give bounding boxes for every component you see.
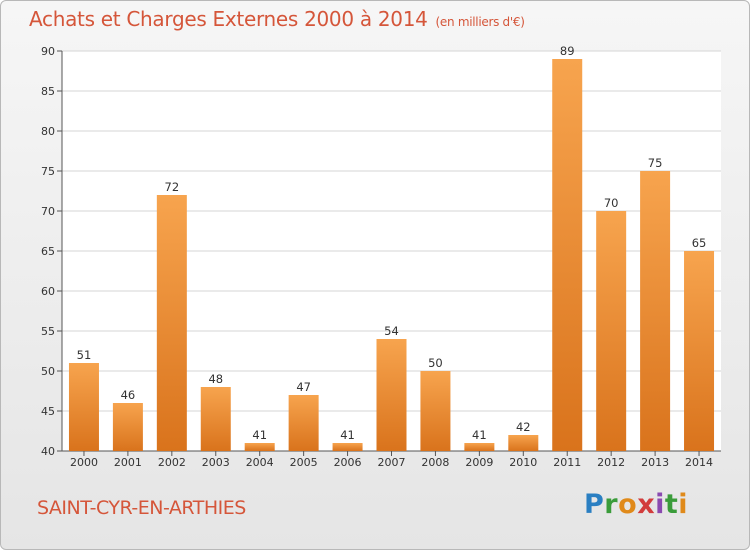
bar — [332, 443, 363, 451]
x-tick-label: 2006 — [334, 456, 362, 469]
bar-value-label: 72 — [165, 180, 180, 194]
bar-value-label: 41 — [252, 428, 267, 442]
x-tick-label: 2002 — [158, 456, 186, 469]
proxiti-logo: Proxiti — [584, 489, 689, 520]
place-name: SAINT-CYR-EN-ARTHIES — [37, 497, 246, 519]
y-tick-label: 55 — [41, 325, 55, 338]
x-tick-label: 2009 — [465, 456, 493, 469]
bar — [420, 371, 451, 451]
x-tick-label: 2012 — [597, 456, 625, 469]
bar — [68, 363, 99, 451]
y-tick-label: 65 — [41, 245, 55, 258]
x-tick-label: 2008 — [421, 456, 449, 469]
bar-value-label: 50 — [428, 356, 443, 370]
y-tick-label: 90 — [41, 45, 55, 58]
bar-value-label: 75 — [648, 156, 663, 170]
bar — [552, 59, 583, 451]
bar-value-label: 51 — [77, 348, 92, 362]
bar — [200, 387, 231, 451]
chart-subtitle: (en milliers d'€) — [435, 15, 525, 29]
x-tick-label: 2005 — [290, 456, 318, 469]
y-tick-label: 45 — [41, 405, 55, 418]
bar — [156, 195, 187, 451]
bar — [288, 395, 319, 451]
bar — [596, 211, 627, 451]
bar — [640, 171, 671, 451]
bar — [112, 403, 143, 451]
x-tick-label: 2000 — [70, 456, 98, 469]
x-tick-label: 2001 — [114, 456, 142, 469]
x-tick-label: 2013 — [641, 456, 669, 469]
bar-value-label: 41 — [340, 428, 355, 442]
bar — [684, 251, 715, 451]
bar — [508, 435, 539, 451]
bar — [376, 339, 407, 451]
bar-value-label: 89 — [560, 44, 575, 58]
bar-value-label: 46 — [121, 388, 136, 402]
x-tick-label: 2014 — [685, 456, 713, 469]
bar-value-label: 41 — [472, 428, 487, 442]
y-tick-label: 50 — [41, 365, 55, 378]
chart-title-row: Achats et Charges Externes 2000 à 2014 (e… — [29, 7, 525, 31]
y-tick-label: 40 — [41, 445, 55, 458]
bar-value-label: 54 — [384, 324, 399, 338]
y-tick-label: 85 — [41, 85, 55, 98]
bar-value-label: 70 — [604, 196, 619, 210]
bar-value-label: 48 — [208, 372, 223, 386]
x-tick-label: 2003 — [202, 456, 230, 469]
y-tick-label: 80 — [41, 125, 55, 138]
y-tick-label: 60 — [41, 285, 55, 298]
y-tick-label: 70 — [41, 205, 55, 218]
x-tick-label: 2010 — [509, 456, 537, 469]
bar-value-label: 65 — [692, 236, 707, 250]
x-tick-label: 2011 — [553, 456, 581, 469]
x-tick-label: 2007 — [378, 456, 406, 469]
bar — [464, 443, 495, 451]
chart-title: Achats et Charges Externes 2000 à 2014 — [29, 7, 428, 31]
bar-value-label: 47 — [296, 380, 311, 394]
y-tick-label: 75 — [41, 165, 55, 178]
bar-value-label: 42 — [516, 420, 531, 434]
bar — [244, 443, 275, 451]
x-tick-label: 2004 — [246, 456, 274, 469]
